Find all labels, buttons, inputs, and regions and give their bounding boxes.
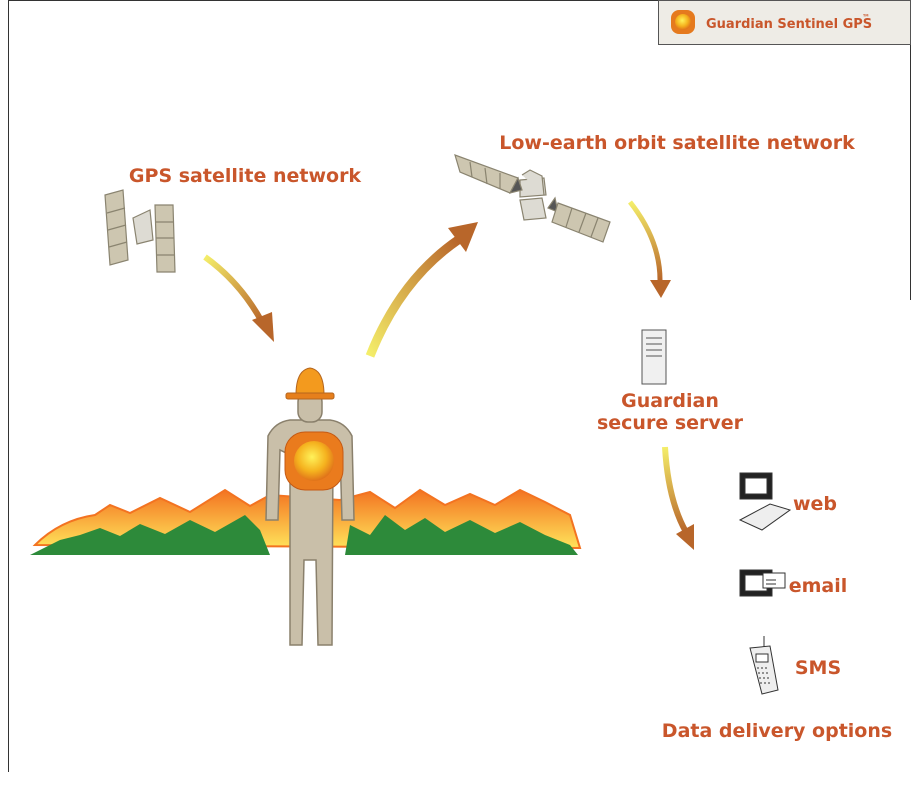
page: Guardian Sentinel GPS ™ GPS satellite ne… [0, 0, 911, 786]
leo-satellite [455, 155, 610, 242]
server-icon [642, 330, 666, 384]
gps-label: GPS satellite network [129, 165, 362, 187]
badge: Guardian Sentinel GPS ™ [659, 1, 911, 45]
email-icon [740, 570, 785, 596]
delivery-title: Data delivery options [662, 720, 892, 742]
server-label: secure server [597, 412, 744, 434]
web-icon [740, 473, 790, 530]
diagram: Guardian Sentinel GPS ™ GPS satellite ne… [0, 0, 911, 786]
badge-mark: ™ [862, 13, 870, 22]
leo-label: Low-earth orbit satellite network [499, 132, 855, 154]
badge-name: Guardian Sentinel GPS [706, 17, 872, 32]
option-label: SMS [795, 657, 841, 679]
option-label: web [793, 493, 837, 515]
sms-icon [750, 636, 778, 694]
option-label: email [789, 575, 848, 597]
gps-satellite [105, 190, 175, 272]
server-label: Guardian [621, 390, 719, 412]
